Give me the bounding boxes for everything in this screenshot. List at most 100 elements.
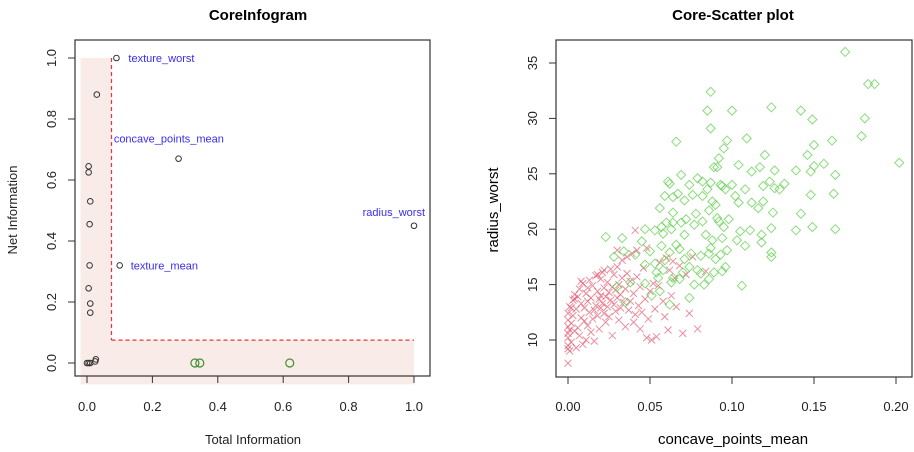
point-class-b — [633, 246, 641, 255]
point-class-b — [605, 288, 613, 297]
point-class-b — [577, 277, 585, 286]
point-class-m — [839, 46, 851, 58]
point-class-m — [790, 165, 802, 176]
point-class-m — [726, 105, 738, 116]
point-class-m — [661, 217, 672, 228]
point-class-b — [616, 304, 625, 312]
point-class-b — [565, 347, 574, 355]
point-class-m — [716, 232, 728, 244]
point-class-b — [675, 261, 684, 270]
x-tick-label: 0.4 — [209, 399, 227, 414]
point-class-b — [593, 311, 602, 320]
point-class-m — [689, 279, 700, 290]
x-axis: 0.00 0.05 0.10 0.15 0.20 — [555, 377, 909, 414]
point-class-b — [596, 304, 605, 312]
point-class-m — [766, 251, 777, 263]
coreinfogram-plot: CoreInfogram radius_worst texture_worstco… — [5, 7, 431, 447]
point-class-b — [667, 291, 676, 300]
point-class-m — [656, 240, 667, 252]
point-class-m — [702, 184, 713, 195]
point-class-m — [664, 247, 675, 258]
point-class-m — [774, 184, 785, 195]
point-class-m — [802, 149, 813, 161]
point-class-b — [644, 315, 653, 323]
point-class-b — [623, 269, 631, 278]
point-class-m — [716, 180, 728, 192]
point-class-b — [608, 331, 617, 340]
point-class-b — [575, 331, 584, 340]
point-class-b — [603, 302, 612, 311]
point-class-m — [731, 235, 743, 246]
point-class-m — [830, 169, 841, 181]
point-class-m — [654, 286, 666, 297]
point-class-m — [664, 299, 675, 310]
point-class-b — [629, 289, 638, 298]
point-class-m — [869, 78, 880, 90]
point-class-m — [733, 159, 744, 171]
data-point — [85, 169, 92, 176]
x-tick-label: 0.2 — [143, 399, 161, 414]
point-class-m — [616, 232, 628, 244]
point-class-b — [678, 329, 687, 338]
x-tick-label: 0.8 — [340, 399, 358, 414]
point-class-m — [689, 219, 700, 230]
point-class-m — [639, 278, 651, 289]
point-class-b — [665, 266, 674, 275]
point-class-m — [746, 166, 757, 177]
point-class-m — [730, 190, 741, 202]
point-class-m — [674, 243, 685, 255]
y-tick-label: 35 — [525, 56, 540, 70]
point-class-b — [652, 332, 661, 341]
point-class-m — [695, 268, 707, 279]
y-tick-label: 1.0 — [44, 49, 59, 67]
point-class-m — [718, 221, 730, 233]
y-axis-label: radius_worst — [485, 167, 502, 253]
point-class-m — [746, 197, 757, 208]
x-tick-label: 0.0 — [78, 399, 96, 414]
point-class-b — [629, 318, 638, 327]
point-class-m — [705, 86, 716, 98]
point-class-m — [639, 223, 651, 235]
point-class-m — [795, 208, 807, 219]
point-class-b — [567, 304, 576, 312]
point-class-b — [592, 301, 600, 310]
data-point — [93, 91, 101, 98]
point-class-b — [570, 295, 579, 303]
point-class-m — [608, 251, 620, 263]
point-class-b — [606, 265, 615, 273]
point-class-m — [654, 202, 666, 214]
point-class-b — [649, 279, 658, 288]
point-class-b — [634, 301, 643, 310]
point-class-b — [564, 359, 572, 368]
point-class-m — [818, 158, 830, 170]
point-class-b — [583, 321, 592, 330]
data-point — [92, 356, 100, 363]
point-label: texture_mean — [131, 260, 198, 272]
point-class-m — [675, 217, 687, 228]
point-class-m — [636, 236, 648, 247]
point-class-m — [695, 250, 707, 261]
point-class-b — [606, 296, 615, 304]
point-class-m — [767, 207, 779, 218]
data-point — [86, 262, 93, 269]
point-class-m — [679, 229, 690, 240]
point-class-m — [698, 279, 710, 290]
point-class-m — [708, 267, 720, 278]
y-tick-label: 0.0 — [44, 354, 59, 372]
point-class-b — [600, 266, 608, 275]
point-class-m — [672, 188, 684, 199]
y-tick-label: 0.2 — [44, 293, 59, 311]
point-class-b — [565, 326, 574, 334]
chart-title: CoreInfogram — [209, 7, 307, 24]
point-class-m — [757, 196, 769, 207]
point-class-b — [601, 318, 610, 327]
point-class-b — [669, 257, 677, 266]
point-class-m — [779, 178, 790, 189]
plot-frame — [555, 39, 913, 378]
point-class-m — [757, 180, 769, 192]
point-class-m — [726, 179, 738, 191]
point-class-m — [664, 178, 675, 189]
point-class-m — [667, 191, 679, 203]
point-class-b — [575, 285, 584, 293]
